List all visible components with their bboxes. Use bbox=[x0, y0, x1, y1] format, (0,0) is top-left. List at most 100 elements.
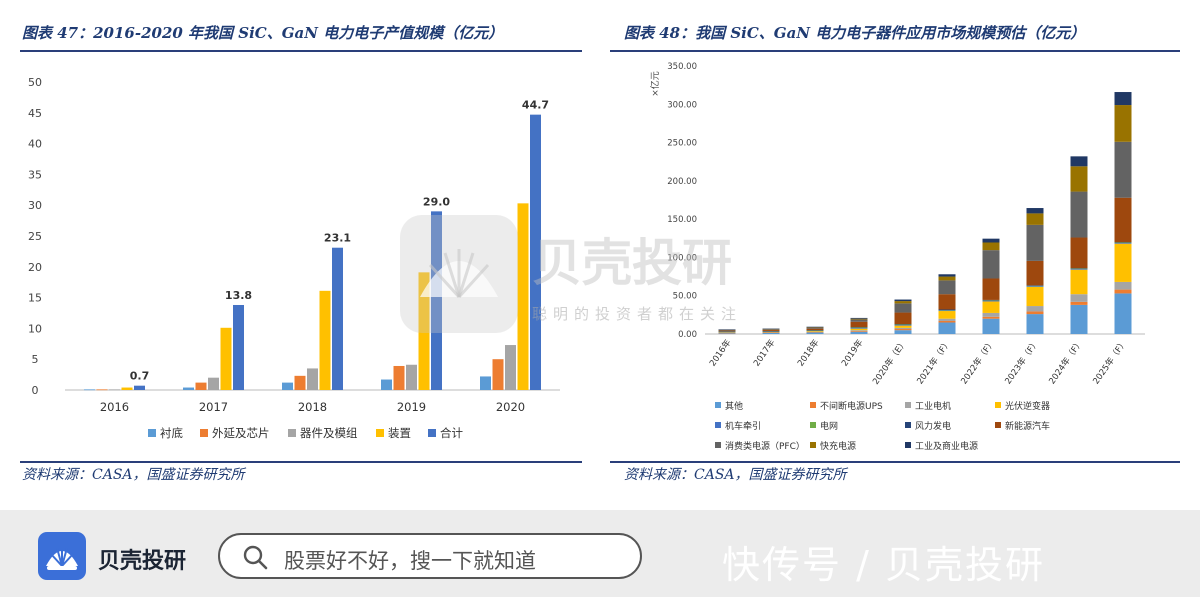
chart2-xtick: 2023年（F） bbox=[1003, 337, 1042, 386]
chart2-legend-label: 消费类电源（PFC） bbox=[725, 440, 805, 452]
search-box[interactable]: 股票好不好，搜一下就知道 bbox=[218, 533, 642, 579]
chart2-bar-segment bbox=[894, 330, 912, 334]
chart2-legend-label: 工业及商业电源 bbox=[915, 440, 978, 452]
chart2-bar-segment bbox=[762, 332, 780, 333]
chart2-bar-segment bbox=[762, 328, 780, 330]
chart2-bar-segment bbox=[1026, 286, 1044, 287]
chart2-bar-segment bbox=[850, 331, 868, 334]
chart2-bar-segment bbox=[806, 327, 824, 329]
chart2-bar-segment bbox=[1114, 105, 1132, 142]
chart2-legend-swatch bbox=[905, 442, 911, 448]
chart1-bar bbox=[319, 290, 331, 390]
chart2-bar-segment bbox=[938, 294, 956, 310]
chart1-ytick: 10 bbox=[28, 322, 42, 335]
chart1-bar bbox=[406, 364, 417, 390]
chart1-bar bbox=[183, 387, 194, 390]
chart2-bar-segment bbox=[1114, 281, 1132, 290]
chart2-bar-segment bbox=[894, 299, 912, 302]
chart1-bar bbox=[418, 272, 430, 390]
chart2-legend-swatch bbox=[810, 442, 816, 448]
chart2-legend-label: 新能源汽车 bbox=[1005, 420, 1050, 432]
chart2-xtick: 2024年（F） bbox=[1047, 337, 1086, 386]
chart2-bar-segment bbox=[850, 319, 868, 322]
chart2-bar-segment bbox=[1026, 285, 1044, 286]
chart1-bar bbox=[492, 359, 504, 390]
chart2-xtick: 2018年 bbox=[795, 337, 822, 368]
chart2-bar-segment bbox=[718, 333, 736, 334]
chart2-legend-swatch bbox=[995, 422, 1001, 428]
chart1-bar bbox=[84, 389, 95, 391]
chart2-bar-segment bbox=[982, 300, 1000, 302]
chart2-bar-segment bbox=[938, 280, 956, 295]
chart2-bar-segment bbox=[1026, 213, 1044, 225]
search-placeholder: 股票好不好，搜一下就知道 bbox=[284, 549, 536, 573]
chart2-bar-segment bbox=[806, 331, 824, 333]
chart2-bar-segment bbox=[894, 303, 912, 313]
chart-sic-gan-output: 0 5 10 15 20 25 30 35 40 45 50 2016 0.7 2017 13.8 2018 2… bbox=[28, 76, 560, 440]
chart2-legend-swatch bbox=[810, 402, 816, 408]
chart2-bar-segment bbox=[850, 330, 868, 332]
chart2-bar-segment bbox=[1070, 268, 1088, 270]
chart2-bar-segment bbox=[718, 329, 736, 331]
chart1-bar bbox=[195, 382, 207, 390]
chart2-bar-segment bbox=[850, 330, 868, 331]
right-source-rule bbox=[610, 461, 1180, 463]
chart2-bar-segment bbox=[718, 329, 736, 330]
chart1-bar bbox=[121, 387, 133, 390]
chart2-ytick: 0.00 bbox=[678, 330, 697, 340]
chart1-ytick: 15 bbox=[28, 292, 42, 305]
chart2-bar-segment bbox=[850, 327, 868, 328]
chart1-ytick: 20 bbox=[28, 261, 42, 274]
chart2-ytick: 250.00 bbox=[667, 139, 697, 149]
chart2-bar-segment bbox=[1114, 197, 1132, 243]
chart1-legend-label: 装置 bbox=[388, 426, 411, 440]
left-title-rule bbox=[20, 50, 582, 52]
chart2-bar-segment bbox=[1026, 306, 1044, 312]
chart2-bar-segment bbox=[982, 300, 1000, 301]
chart1-bar bbox=[480, 376, 491, 390]
chart2-legend-label: 光伏逆变器 bbox=[1005, 400, 1050, 412]
chart2-legend-label: 其他 bbox=[725, 400, 743, 412]
chart2-bar-segment bbox=[1026, 285, 1044, 287]
brand-logo-icon[interactable] bbox=[38, 532, 86, 580]
chart1-data-label: 13.8 bbox=[225, 289, 252, 302]
chart1-bar bbox=[393, 365, 405, 390]
chart2-bar-segment bbox=[1026, 311, 1044, 315]
chart2-bar-segment bbox=[894, 329, 912, 331]
chart2-bar-segment bbox=[982, 318, 1000, 334]
chart2-bar-segment bbox=[982, 250, 1000, 279]
chart2-legend-label: 机车牵引 bbox=[725, 420, 761, 432]
chart2-ylabel: ×亿元 bbox=[649, 71, 661, 97]
chart2-bar-segment bbox=[1026, 224, 1044, 261]
chart1-xtick: 2017 bbox=[199, 400, 228, 414]
chart2-legend-swatch bbox=[905, 422, 911, 428]
chart1-xtick: 2016 bbox=[100, 400, 129, 414]
chart2-ytick: 350.00 bbox=[667, 62, 697, 72]
chart2-bar-segment bbox=[1026, 260, 1044, 286]
chart1-ytick: 35 bbox=[28, 168, 42, 181]
chart2-bar-segment bbox=[718, 332, 736, 334]
chart2-bar-segment bbox=[938, 320, 956, 323]
left-source-text: 资料来源：CASA，国盛证券研究所 bbox=[22, 467, 245, 483]
chart2-xtick: 2016年 bbox=[707, 337, 734, 368]
chart1-legend-label: 外延及芯片 bbox=[212, 426, 270, 440]
footer-watermark-text: 快传号 / 贝壳投研 bbox=[722, 543, 1045, 587]
chart1-legend-swatch bbox=[148, 429, 156, 437]
chart2-bar-segment bbox=[1070, 269, 1088, 295]
chart1-xtick: 2020 bbox=[496, 400, 525, 414]
chart2-xtick: 2021年（F） bbox=[915, 337, 954, 386]
chart1-legend-label: 衬底 bbox=[160, 426, 183, 440]
chart2-bar-segment bbox=[1114, 141, 1132, 198]
chart2-bar-segment bbox=[894, 312, 912, 325]
chart2-xtick: 2025年（F） bbox=[1091, 337, 1130, 386]
chart2-bar-segment bbox=[894, 324, 912, 325]
chart2-xtick: 2020年（E） bbox=[870, 337, 909, 386]
chart2-bar-segment bbox=[894, 301, 912, 304]
chart2-bar-segment bbox=[806, 328, 824, 331]
footer-bar: 贝壳投研 股票好不好，搜一下就知道 快传号 / 贝壳投研 bbox=[0, 510, 1200, 597]
chart1-bar bbox=[431, 211, 442, 390]
search-icon bbox=[243, 545, 268, 570]
chart1-bar bbox=[517, 203, 529, 390]
chart2-bar-segment bbox=[762, 329, 780, 330]
chart2-bar-segment bbox=[1114, 242, 1132, 244]
